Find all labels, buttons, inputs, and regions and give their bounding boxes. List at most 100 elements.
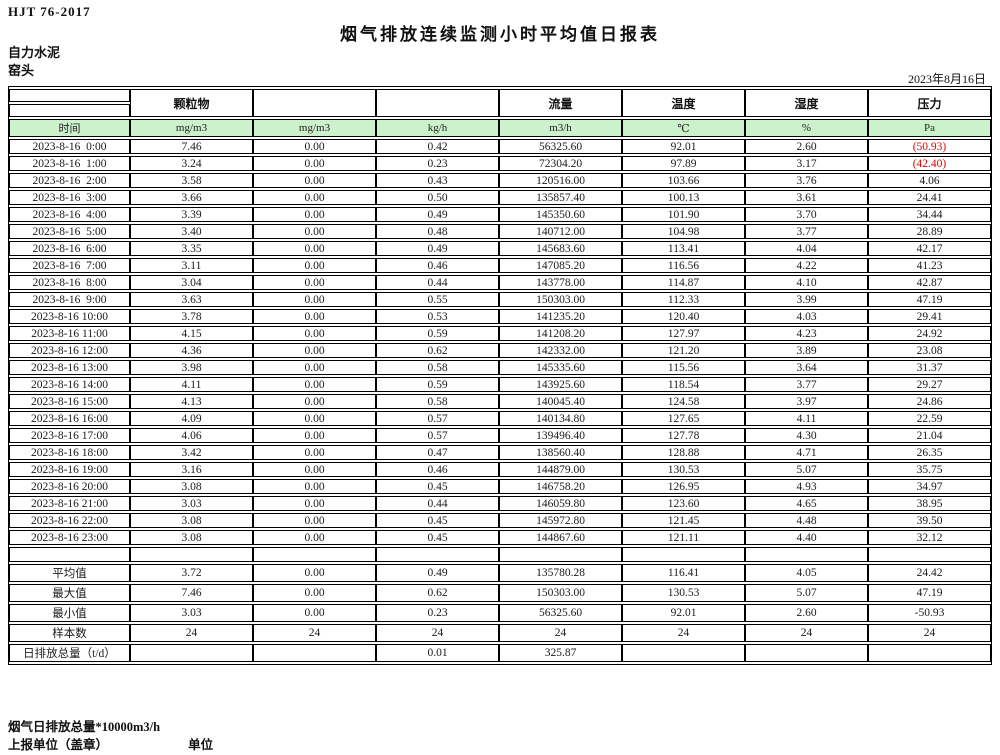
value-cell: 147085.20 — [499, 258, 622, 273]
value-cell: 0.00 — [253, 275, 376, 290]
value-cell: 120516.00 — [499, 173, 622, 188]
value-cell: 3.11 — [130, 258, 253, 273]
value-cell: 24.42 — [868, 564, 991, 582]
value-cell: 24.86 — [868, 394, 991, 409]
value-cell: 29.27 — [868, 377, 991, 392]
value-cell: 0.00 — [253, 156, 376, 171]
monitor-location: 窑头 — [8, 63, 35, 78]
time-cell: 2023-8-16 13:00 — [9, 360, 130, 375]
table-row: 2023-8-16 10:00 3.78 0.00 0.53 141235.20 120.… — [9, 309, 991, 324]
table-row: 2023-8-16 12:00 4.36 0.00 0.62 142332.00 121.… — [9, 343, 991, 358]
time-cell: 2023-8-16 23:00 — [9, 530, 130, 545]
report-unit-label: 上报单位（盖章） — [8, 738, 109, 752]
header-temperature: 温度 — [622, 89, 745, 117]
table-row: 2023-8-16 20:00 3.08 0.00 0.45 146758.20 126.… — [9, 479, 991, 494]
table-row: 2023-8-16 19:00 3.16 0.00 0.46 144879.00 130.… — [9, 462, 991, 477]
spacer-row — [9, 547, 991, 562]
value-cell: 101.90 — [622, 207, 745, 222]
value-cell: 4.05 — [745, 564, 868, 582]
value-cell: 124.58 — [622, 394, 745, 409]
table-row: 2023-8-16 14:00 4.11 0.00 0.59 143925.60 118.… — [9, 377, 991, 392]
value-cell: 3.77 — [745, 377, 868, 392]
value-cell: 0.00 — [253, 173, 376, 188]
value-cell: 56325.60 — [499, 139, 622, 154]
value-cell: 24.92 — [868, 326, 991, 341]
value-cell: 150303.00 — [499, 292, 622, 307]
value-cell: 140712.00 — [499, 224, 622, 239]
value-cell: 0.44 — [376, 275, 499, 290]
value-cell: 0.00 — [253, 326, 376, 341]
value-cell — [376, 547, 499, 562]
value-cell: 34.44 — [868, 207, 991, 222]
table-row: 2023-8-16 2:00 3.58 0.00 0.43 120516.00 103.6… — [9, 173, 991, 188]
value-cell: 29.41 — [868, 309, 991, 324]
value-cell: 3.24 — [130, 156, 253, 171]
value-cell: 4.71 — [745, 445, 868, 460]
value-cell: 0.00 — [253, 207, 376, 222]
value-cell: 72304.20 — [499, 156, 622, 171]
doc-code: HJT 76-2017 — [8, 4, 91, 19]
value-cell: 0.47 — [376, 445, 499, 460]
value-cell: 4.15 — [130, 326, 253, 341]
value-cell: 139496.40 — [499, 428, 622, 443]
header-humidity: 湿度 — [745, 89, 868, 117]
table-row: 2023-8-16 3:00 3.66 0.00 0.50 135857.40 100.1… — [9, 190, 991, 205]
value-cell: 4.36 — [130, 343, 253, 358]
value-cell: 4.04 — [745, 241, 868, 256]
time-cell: 2023-8-16 8:00 — [9, 275, 130, 290]
value-cell: 135857.40 — [499, 190, 622, 205]
header-pressure: 压力 — [868, 89, 991, 117]
value-cell: 3.08 — [130, 479, 253, 494]
value-cell: 39.50 — [868, 513, 991, 528]
value-cell: 146758.20 — [499, 479, 622, 494]
value-cell: 3.66 — [130, 190, 253, 205]
value-cell: 104.98 — [622, 224, 745, 239]
summary-label-cell: 样本数 — [9, 624, 130, 642]
value-cell: 127.78 — [622, 428, 745, 443]
table-row: 2023-8-16 6:00 3.35 0.00 0.49 145683.60 113.4… — [9, 241, 991, 256]
table-row: 2023-8-16 16:00 4.09 0.00 0.57 140134.80 127.… — [9, 411, 991, 426]
value-cell: 0.44 — [376, 496, 499, 511]
value-cell: 0.55 — [376, 292, 499, 307]
value-cell: 4.11 — [745, 411, 868, 426]
value-cell: 140045.40 — [499, 394, 622, 409]
value-cell: 0.23 — [376, 156, 499, 171]
value-cell: 0.00 — [253, 343, 376, 358]
value-cell: 100.13 — [622, 190, 745, 205]
value-cell: 4.11 — [130, 377, 253, 392]
value-cell: 3.16 — [130, 462, 253, 477]
value-cell: 0.50 — [376, 190, 499, 205]
value-cell: 34.97 — [868, 479, 991, 494]
value-cell: 145972.80 — [499, 513, 622, 528]
value-cell: 116.56 — [622, 258, 745, 273]
value-cell: 0.00 — [253, 377, 376, 392]
unit-pm-mgm3: mg/m3 — [130, 119, 253, 137]
value-cell: 0.43 — [376, 173, 499, 188]
value-cell: 23.08 — [868, 343, 991, 358]
value-cell: 145683.60 — [499, 241, 622, 256]
value-cell: 0.00 — [253, 394, 376, 409]
value-cell: 4.10 — [745, 275, 868, 290]
value-cell — [868, 644, 991, 662]
unit-kgh: kg/h — [376, 119, 499, 137]
value-cell: 0.00 — [253, 513, 376, 528]
value-cell: 112.33 — [622, 292, 745, 307]
value-cell: 3.39 — [130, 207, 253, 222]
value-cell: (42.40) — [868, 156, 991, 171]
value-cell: 7.46 — [130, 139, 253, 154]
value-cell: 24.41 — [868, 190, 991, 205]
value-cell: 0.00 — [253, 496, 376, 511]
value-cell: 0.01 — [376, 644, 499, 662]
value-cell: 121.11 — [622, 530, 745, 545]
value-cell: 0.00 — [253, 462, 376, 477]
summary-row: 平均值 3.72 0.00 0.49 135780.28 116.41 4.05 24.42 — [9, 564, 991, 582]
value-cell: 141235.20 — [499, 309, 622, 324]
value-cell: 123.60 — [622, 496, 745, 511]
value-cell — [622, 547, 745, 562]
value-cell: 3.08 — [130, 513, 253, 528]
value-cell: 144879.00 — [499, 462, 622, 477]
value-cell: 0.53 — [376, 309, 499, 324]
table-row: 2023-8-16 8:00 3.04 0.00 0.44 143778.00 114.8… — [9, 275, 991, 290]
time-cell: 2023-8-16 6:00 — [9, 241, 130, 256]
value-cell: 0.00 — [253, 309, 376, 324]
